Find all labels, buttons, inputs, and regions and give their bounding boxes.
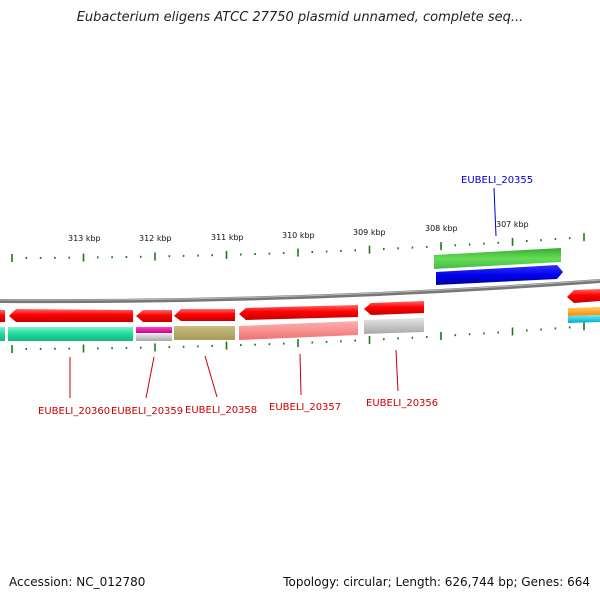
label-leaders <box>69 187 497 399</box>
length-label: Length: <box>395 575 441 589</box>
gene-label-20359[interactable]: EUBELI_20359 <box>111 406 183 417</box>
tick-label-307: 307 kbp <box>496 220 529 229</box>
tick-label-311: 311 kbp <box>211 233 244 242</box>
genes-label: Genes: <box>521 575 564 589</box>
tick-label-310: 310 kbp <box>282 231 315 240</box>
stats-sep-1: ; <box>387 575 396 589</box>
accession-value: NC_012780 <box>76 575 146 589</box>
feature-bar-20359-bottom <box>136 334 172 341</box>
gene-label-20355[interactable]: EUBELI_20355 <box>461 175 533 186</box>
scale-ticks-lower <box>11 322 585 353</box>
genes-value: 664 <box>567 575 590 589</box>
cds-reverse-track <box>0 289 600 322</box>
feature-bar-edge <box>0 327 5 341</box>
gene-label-20358[interactable]: EUBELI_20358 <box>185 405 257 416</box>
cds-arrow-20357[interactable] <box>239 305 358 320</box>
gene-label-20356[interactable]: EUBELI_20356 <box>366 398 438 409</box>
cds-arrow-20355[interactable] <box>436 265 563 285</box>
feature-bar-20358 <box>174 326 235 340</box>
feature-bar-20360 <box>8 327 133 341</box>
stats-sep-2: ; <box>513 575 522 589</box>
genome-stats: Topology: circular; Length: 626,744 bp; … <box>283 575 590 589</box>
feature-bars <box>0 307 600 341</box>
topology-value: circular <box>343 575 388 589</box>
accession-info: Accession: NC_012780 <box>9 575 145 589</box>
feature-bar-20356 <box>364 318 424 334</box>
gene-label-20357[interactable]: EUBELI_20357 <box>269 402 341 413</box>
accession-label: Accession: <box>9 575 73 589</box>
cds-arrow-20359[interactable] <box>136 310 172 322</box>
tick-label-313: 313 kbp <box>68 234 101 243</box>
cds-arrow-20360[interactable] <box>9 309 133 322</box>
gene-label-20360[interactable]: EUBELI_20360 <box>38 406 110 417</box>
cds-arrow-right-edge[interactable] <box>567 289 600 303</box>
cds-forward-track <box>434 248 563 285</box>
length-value: 626,744 bp <box>444 575 514 589</box>
scale-ticks-upper <box>11 233 585 262</box>
feature-bar-20357 <box>239 321 358 340</box>
feature-bar-20359-top <box>136 327 172 333</box>
feature-bar-right-orange <box>568 307 600 316</box>
tick-label-312: 312 kbp <box>139 234 172 243</box>
genome-backbone-highlight <box>0 279 600 301</box>
tick-label-308: 308 kbp <box>425 224 458 233</box>
feature-bar-20355[interactable] <box>434 248 561 269</box>
page-title: Eubacterium eligens ATCC 27750 plasmid u… <box>76 10 524 25</box>
tick-label-309: 309 kbp <box>353 228 386 237</box>
genome-backbone <box>0 279 600 304</box>
feature-bar-right-cyan <box>568 315 600 323</box>
topology-label: Topology: <box>283 575 340 589</box>
cds-arrow-20358[interactable] <box>174 309 235 321</box>
cds-arrow-left-edge[interactable] <box>0 310 5 322</box>
cds-arrow-20356[interactable] <box>364 301 424 315</box>
